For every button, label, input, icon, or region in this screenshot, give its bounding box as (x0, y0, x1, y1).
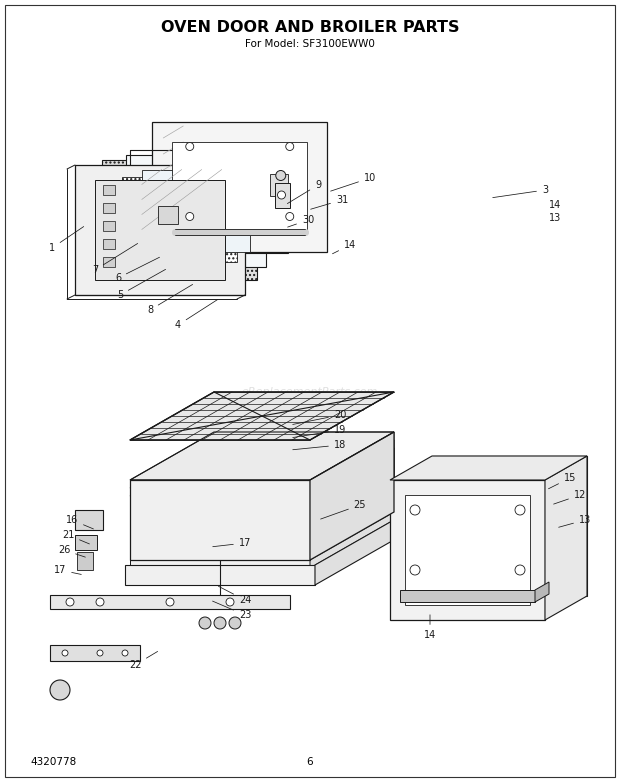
Text: 16: 16 (66, 515, 94, 529)
Text: 3: 3 (493, 185, 548, 198)
Polygon shape (95, 180, 225, 280)
Circle shape (97, 650, 103, 656)
Circle shape (410, 505, 420, 515)
Polygon shape (535, 582, 549, 602)
Polygon shape (126, 155, 266, 267)
Polygon shape (102, 160, 257, 279)
Text: 14: 14 (549, 200, 561, 210)
Circle shape (515, 565, 525, 575)
Text: 18: 18 (293, 440, 346, 450)
Text: 14: 14 (424, 615, 436, 640)
Circle shape (286, 213, 294, 221)
Polygon shape (310, 432, 394, 560)
Polygon shape (75, 165, 245, 295)
Polygon shape (103, 185, 115, 195)
Polygon shape (103, 221, 115, 231)
Polygon shape (125, 565, 315, 585)
Polygon shape (75, 535, 97, 550)
Text: eReplacementParts.com: eReplacementParts.com (242, 387, 378, 397)
Polygon shape (130, 440, 394, 488)
Text: 14: 14 (332, 240, 356, 253)
Polygon shape (130, 432, 394, 480)
Text: 1: 1 (49, 227, 84, 253)
Polygon shape (158, 206, 179, 224)
Polygon shape (153, 121, 327, 252)
Polygon shape (130, 392, 394, 440)
Polygon shape (158, 138, 288, 253)
Text: 24: 24 (218, 586, 251, 605)
Text: 10: 10 (330, 173, 376, 191)
Text: 9: 9 (288, 180, 321, 203)
Polygon shape (122, 177, 237, 262)
Polygon shape (130, 480, 310, 560)
Polygon shape (390, 480, 545, 620)
Circle shape (50, 680, 70, 700)
Text: 26: 26 (58, 545, 86, 557)
Polygon shape (400, 590, 535, 602)
Polygon shape (432, 456, 587, 596)
Text: 6: 6 (115, 257, 159, 283)
Polygon shape (310, 432, 394, 560)
Text: 4320778: 4320778 (30, 757, 76, 767)
Text: 31: 31 (311, 195, 348, 210)
Text: 6: 6 (307, 757, 313, 767)
Circle shape (410, 565, 420, 575)
Text: 12: 12 (554, 490, 586, 504)
Text: For Model: SF3100EWW0: For Model: SF3100EWW0 (245, 39, 375, 49)
Text: 17: 17 (54, 565, 81, 575)
Text: 17: 17 (213, 538, 251, 548)
Circle shape (515, 505, 525, 515)
Circle shape (166, 598, 174, 606)
Polygon shape (270, 174, 288, 196)
Text: 21: 21 (62, 530, 89, 544)
Polygon shape (275, 183, 290, 208)
Text: 25: 25 (321, 500, 366, 519)
Polygon shape (142, 170, 250, 252)
Circle shape (276, 170, 286, 181)
Text: 13: 13 (559, 515, 591, 527)
Circle shape (62, 650, 68, 656)
Text: 30: 30 (288, 215, 314, 227)
Polygon shape (130, 448, 394, 496)
Text: 15: 15 (549, 473, 576, 489)
Polygon shape (130, 496, 310, 576)
Polygon shape (390, 456, 587, 480)
Polygon shape (103, 203, 115, 213)
Polygon shape (130, 488, 310, 568)
Polygon shape (310, 440, 394, 568)
Polygon shape (77, 552, 93, 570)
Text: 4: 4 (175, 300, 218, 330)
Circle shape (226, 598, 234, 606)
Polygon shape (103, 239, 115, 249)
Circle shape (278, 191, 285, 199)
Polygon shape (172, 142, 308, 231)
Circle shape (186, 213, 193, 221)
Text: OVEN DOOR AND BROILER PARTS: OVEN DOOR AND BROILER PARTS (161, 20, 459, 35)
Text: 19: 19 (293, 425, 346, 438)
Text: 23: 23 (213, 601, 251, 620)
Text: 5: 5 (117, 269, 166, 300)
Circle shape (214, 617, 226, 629)
Polygon shape (130, 480, 310, 560)
Polygon shape (50, 645, 140, 661)
Text: 7: 7 (92, 243, 138, 275)
Polygon shape (75, 510, 103, 530)
Circle shape (122, 650, 128, 656)
Text: 22: 22 (129, 651, 157, 670)
Circle shape (199, 617, 211, 629)
Circle shape (66, 598, 74, 606)
Polygon shape (50, 595, 290, 609)
Text: 13: 13 (549, 213, 561, 223)
Text: 20: 20 (293, 410, 346, 425)
Polygon shape (315, 521, 392, 585)
Circle shape (286, 142, 294, 150)
Polygon shape (405, 495, 530, 605)
Circle shape (229, 617, 241, 629)
Text: 8: 8 (147, 285, 193, 315)
Circle shape (186, 142, 193, 150)
Polygon shape (545, 456, 587, 620)
Circle shape (96, 598, 104, 606)
Polygon shape (310, 448, 394, 576)
Polygon shape (103, 257, 115, 267)
